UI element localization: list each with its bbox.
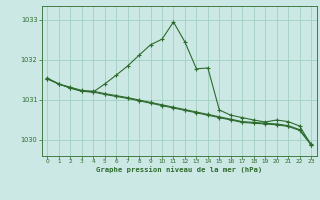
X-axis label: Graphe pression niveau de la mer (hPa): Graphe pression niveau de la mer (hPa) (96, 167, 262, 173)
